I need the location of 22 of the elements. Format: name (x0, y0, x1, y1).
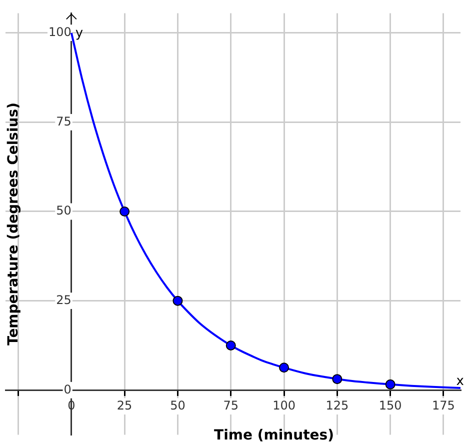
annotation: y (75, 26, 84, 42)
y-axis-title: Temperature (degrees Celsius) (6, 102, 22, 346)
x-tick-label: 175 (432, 398, 455, 412)
x-tick-label: 25 (116, 398, 132, 412)
point (279, 362, 290, 373)
y-tick-label: 50 (56, 204, 72, 218)
point (385, 379, 396, 390)
point (332, 374, 342, 384)
y-tick-label: 25 (56, 292, 72, 307)
x-tick-label: 150 (378, 398, 402, 412)
y-tick-label: 0 (64, 382, 72, 396)
y-tick-label: 75 (56, 114, 72, 128)
x-axis-title: Time (minutes) (214, 428, 334, 444)
x-tick-label: 100 (272, 398, 296, 412)
x-tick-label: 50 (170, 398, 186, 412)
x-tick-label: 75 (223, 398, 239, 412)
point (120, 206, 130, 216)
point (172, 296, 183, 306)
point (226, 340, 236, 350)
x-tick-label: 125 (326, 398, 349, 412)
annotation: x (456, 374, 464, 390)
y-tick-label: 100 (48, 24, 72, 39)
